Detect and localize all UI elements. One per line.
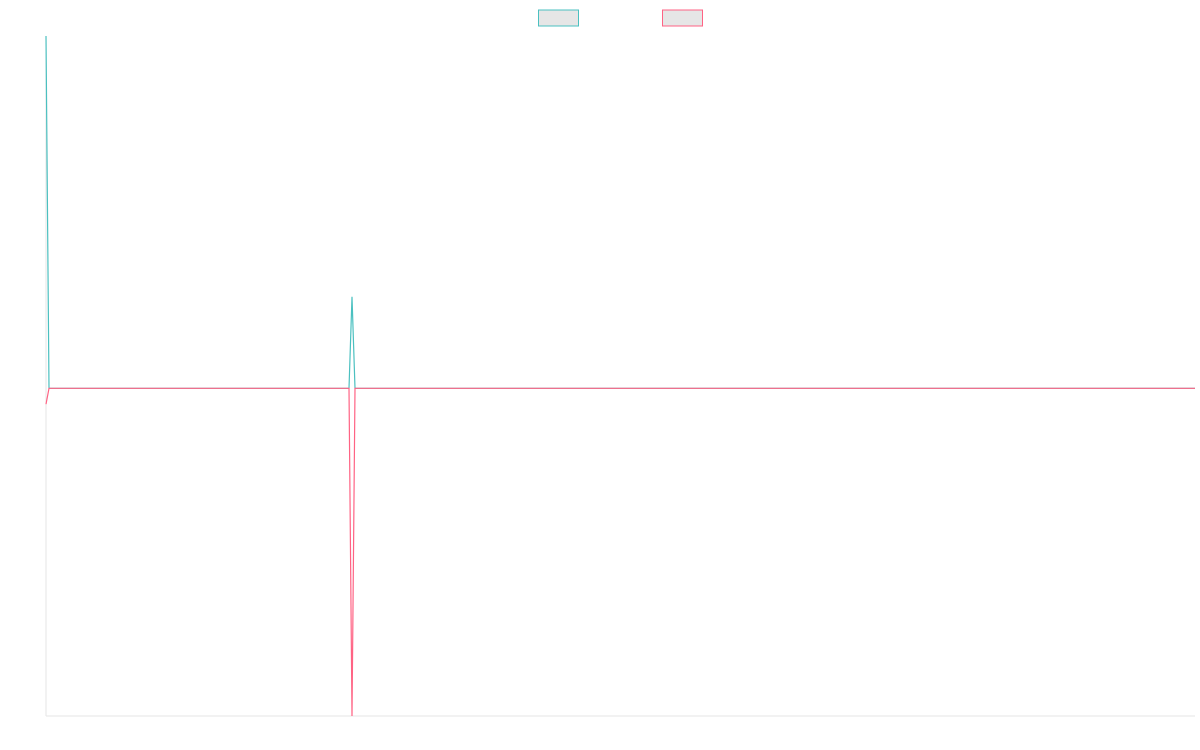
series-line — [45, 387, 1195, 717]
legend-swatch[interactable] — [662, 9, 703, 27]
series-line — [45, 35, 1195, 389]
legend-swatch[interactable] — [538, 9, 579, 27]
